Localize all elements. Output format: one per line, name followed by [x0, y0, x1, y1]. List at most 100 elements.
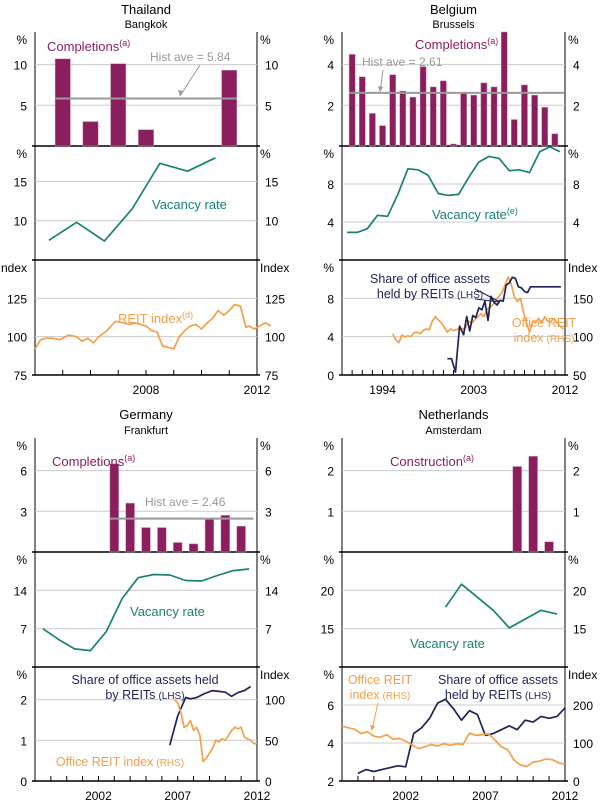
series-line-vacancy — [444, 583, 558, 629]
right-unit-label: % — [568, 33, 579, 47]
series-label-text: Office REIT — [512, 316, 577, 330]
left-tick-label: 14 — [14, 584, 28, 598]
series-line-share — [168, 685, 252, 746]
hist-ave-arrow — [179, 64, 201, 97]
right-tick-label: 15 — [265, 175, 279, 189]
left-unit-label: % — [16, 668, 27, 682]
panel-line-1: % % 7 7 14 14 Vacancy rate — [14, 553, 279, 668]
series-label: Office REIT — [512, 316, 577, 330]
label-arrow — [474, 298, 501, 303]
bar — [551, 133, 559, 147]
bar — [528, 456, 538, 553]
series-label-text: Vacancy rate — [410, 636, 485, 651]
right-tick-label: 50 — [265, 734, 279, 748]
right-tick-label: 100 — [265, 694, 285, 708]
left-tick-label: 20 — [321, 584, 335, 598]
series-label-small: (LHS) — [158, 691, 184, 702]
series-label: Vacancy rate — [130, 604, 205, 619]
chart-title: Thailand — [121, 2, 171, 17]
series-label-small: (RHS) — [383, 691, 411, 702]
right-unit-label: Index — [568, 261, 597, 275]
right-tick-label: 5 — [265, 99, 272, 113]
right-tick-label: 200 — [573, 699, 593, 713]
hist-ave-label: Hist ave = 2.46 — [145, 495, 226, 509]
left-unit-label: % — [323, 261, 334, 275]
series-label: Construction(a) — [390, 453, 474, 469]
right-tick-label: 20 — [573, 584, 587, 598]
left-tick-label: 2 — [327, 465, 334, 479]
right-tick-label: 8 — [573, 178, 580, 192]
panel-line-2: % Index 0 4 8 50 100 150 Share of office assetsh… — [323, 261, 597, 383]
chart-subtitle: Amsterdam — [425, 425, 481, 437]
right-tick-label: 2 — [573, 465, 580, 479]
left-tick-label: 2 — [327, 99, 334, 113]
right-unit-label: Index — [568, 668, 597, 682]
series-label-small: (RHS) — [547, 334, 575, 345]
hist-ave-label: Hist ave = 5.84 — [150, 50, 231, 64]
series-label-text: Vacancy rate — [130, 604, 205, 619]
right-tick-label: 10 — [265, 215, 279, 229]
left-tick-label: 8 — [327, 292, 334, 306]
bar — [204, 519, 215, 553]
bar — [490, 86, 498, 147]
left-tick-label: 4 — [327, 737, 334, 751]
left-tick-label: 100 — [7, 331, 27, 345]
right-unit-label: % — [568, 439, 579, 453]
x-tick-label: 1994 — [369, 383, 396, 397]
bar — [521, 84, 528, 147]
panel-line-2: % Index 0 1 2 0 50 100 Share of office assets he… — [16, 668, 289, 789]
left-unit-label: % — [323, 439, 334, 453]
bar — [220, 515, 230, 553]
x-tick-label: 2003 — [460, 383, 487, 397]
series-label-sup: (e) — [507, 206, 518, 216]
panel-bar-0: % % 5 5 10 10 Hist ave = 5.84 Completions(a) — [14, 33, 279, 147]
series-label: Share of office assets — [438, 673, 558, 687]
series-label-text: Share of office assets held — [71, 673, 218, 687]
right-tick-label: 4 — [573, 59, 580, 73]
right-unit-label: Index — [260, 668, 289, 682]
right-tick-label: 3 — [265, 505, 272, 519]
series-line-vacancy — [48, 157, 216, 242]
arrowhead-icon — [370, 725, 375, 731]
series-label-text: Office REIT index — [56, 755, 154, 769]
series-label: by REITs (LHS) — [105, 688, 184, 702]
right-tick-label: 6 — [265, 465, 272, 479]
right-unit-label: Index — [260, 261, 289, 275]
series-label: Office REIT — [348, 673, 413, 687]
bar — [544, 541, 554, 553]
right-unit-label: % — [260, 553, 271, 567]
series-label: Office REIT index (RHS) — [56, 755, 184, 769]
panel-line-1: % % 10 10 15 15 Vacancy rate — [14, 147, 279, 261]
right-tick-label: 1 — [573, 505, 580, 519]
bar — [389, 74, 396, 147]
right-unit-label: % — [568, 553, 579, 567]
bar — [125, 502, 135, 553]
bar — [541, 107, 549, 147]
series-label-text: REIT index — [118, 311, 183, 326]
bar — [419, 66, 427, 147]
right-tick-label: 100 — [573, 331, 593, 345]
series-label-text: Share of office assets — [438, 673, 558, 687]
series-label-small: (LHS) — [525, 691, 551, 702]
x-tick-label: 2012 — [552, 383, 579, 397]
series-label: held by REITs (LHS) — [377, 287, 483, 301]
series-label-sup: (d) — [182, 310, 193, 320]
left-tick-label: 4 — [327, 216, 334, 230]
left-tick-label: 15 — [321, 623, 335, 637]
series-label-text: Completions — [47, 39, 120, 54]
right-tick-label: 7 — [265, 623, 272, 637]
bar — [358, 76, 366, 147]
series-line-share — [447, 276, 561, 373]
series-label: Share of office assets — [370, 272, 490, 286]
bar — [379, 125, 386, 147]
series-label: index (RHS) — [350, 688, 411, 702]
right-tick-label: 10 — [265, 59, 279, 73]
label-arrow — [371, 702, 379, 731]
right-tick-label: 100 — [573, 737, 593, 751]
series-label: Completions(a) — [415, 36, 498, 52]
left-tick-label: 15 — [14, 175, 28, 189]
left-tick-label: 8 — [327, 178, 334, 192]
left-tick-label: 75 — [14, 369, 28, 383]
series-label: Vacancy rate(e) — [432, 206, 518, 222]
bar — [399, 90, 407, 147]
